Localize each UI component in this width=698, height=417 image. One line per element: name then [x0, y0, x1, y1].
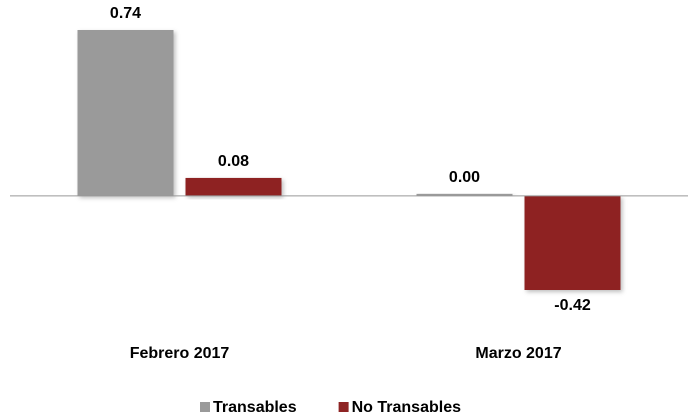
legend-swatch: [338, 402, 349, 412]
bar: [77, 30, 174, 196]
value-label: -0.42: [554, 297, 591, 314]
x-tick-label: Febrero 2017: [130, 345, 230, 362]
x-tick-label: Marzo 2017: [475, 345, 561, 362]
value-label: 0.00: [449, 169, 480, 186]
bar: [524, 195, 621, 290]
bar: [416, 193, 513, 196]
value-label: 0.74: [110, 5, 141, 22]
value-label: 0.08: [218, 153, 249, 170]
legend-swatch: [200, 402, 210, 412]
legend-label: Transables: [213, 399, 297, 416]
legend-label: No Transables: [352, 399, 461, 416]
bar: [185, 177, 282, 196]
